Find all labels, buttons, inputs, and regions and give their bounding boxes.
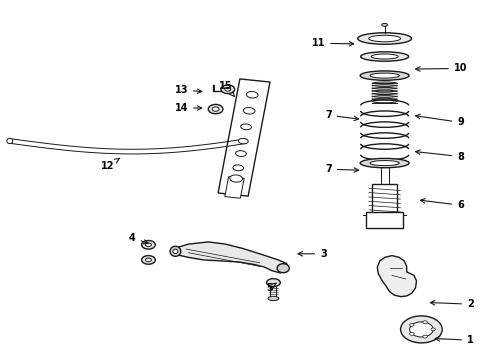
Ellipse shape — [246, 91, 258, 98]
Ellipse shape — [410, 332, 414, 335]
Ellipse shape — [233, 165, 244, 171]
Ellipse shape — [239, 138, 248, 144]
Polygon shape — [171, 242, 288, 273]
Polygon shape — [218, 79, 270, 196]
Ellipse shape — [277, 264, 289, 273]
Polygon shape — [225, 177, 244, 198]
Ellipse shape — [236, 150, 246, 157]
Ellipse shape — [230, 175, 243, 182]
Ellipse shape — [146, 258, 151, 262]
Text: 2: 2 — [430, 299, 474, 309]
Text: 14: 14 — [174, 103, 202, 113]
Ellipse shape — [7, 138, 13, 144]
Text: 13: 13 — [174, 85, 202, 95]
Text: 8: 8 — [416, 150, 464, 162]
Ellipse shape — [212, 107, 219, 111]
Ellipse shape — [360, 71, 409, 80]
Ellipse shape — [423, 321, 427, 324]
Bar — [366, 212, 403, 228]
Text: 10: 10 — [416, 63, 467, 73]
Ellipse shape — [410, 322, 433, 337]
Polygon shape — [377, 256, 416, 297]
Ellipse shape — [382, 23, 388, 26]
Ellipse shape — [208, 104, 223, 114]
Text: 4: 4 — [129, 233, 148, 244]
Ellipse shape — [423, 335, 427, 338]
Text: 12: 12 — [101, 158, 120, 171]
Ellipse shape — [410, 324, 414, 327]
Ellipse shape — [170, 246, 181, 256]
Ellipse shape — [368, 35, 401, 42]
Ellipse shape — [243, 108, 255, 114]
Ellipse shape — [268, 296, 279, 301]
Ellipse shape — [225, 87, 231, 91]
Text: 9: 9 — [416, 114, 464, 127]
Ellipse shape — [241, 124, 251, 130]
Text: 7: 7 — [325, 110, 359, 121]
Text: 1: 1 — [435, 335, 474, 345]
Ellipse shape — [431, 328, 436, 331]
Ellipse shape — [371, 54, 398, 59]
Ellipse shape — [358, 33, 412, 44]
Ellipse shape — [221, 85, 235, 94]
Bar — [372, 184, 397, 213]
Text: 7: 7 — [325, 164, 359, 174]
Text: 6: 6 — [420, 199, 464, 210]
Text: 11: 11 — [312, 38, 354, 48]
Ellipse shape — [267, 279, 280, 287]
Ellipse shape — [142, 240, 155, 249]
Text: 5: 5 — [266, 283, 276, 293]
Text: 3: 3 — [298, 249, 327, 259]
Ellipse shape — [173, 249, 178, 253]
Ellipse shape — [401, 316, 442, 343]
Ellipse shape — [146, 243, 151, 247]
Ellipse shape — [370, 161, 399, 166]
Text: 15: 15 — [219, 81, 235, 96]
Ellipse shape — [142, 256, 155, 264]
Ellipse shape — [360, 158, 409, 168]
Ellipse shape — [370, 73, 399, 78]
Ellipse shape — [361, 52, 409, 61]
